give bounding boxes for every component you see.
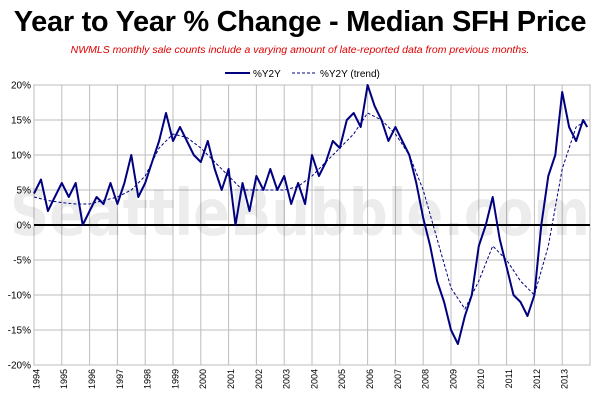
x-tick-label: 2008 [421,369,431,389]
x-tick-label: 1998 [143,369,153,389]
y-tick-label: 20% [11,81,31,92]
x-tick-label: 1994 [31,369,41,389]
x-tick-label: 1996 [87,369,97,389]
y-tick-label: 5% [17,186,32,197]
x-tick-label: 2000 [198,369,208,389]
x-tick-label: 2002 [254,369,264,389]
x-tick-label: 2004 [309,369,319,389]
x-tick-label: 2010 [476,369,486,389]
legend-label-series-1: %Y2Y [253,69,281,80]
series-line-2 [33,112,588,310]
chart-subtitle: NWMLS monthly sale counts include a vary… [70,44,530,56]
y-tick-label: -5% [13,256,31,267]
chart-title: Year to Year % Change - Median SFH Price [13,6,587,38]
y-tick-label: -10% [8,291,31,302]
legend-label-series-2: %Y2Y (trend) [320,69,380,80]
x-tick-label: 2009 [448,369,458,389]
x-tick-label: 2006 [365,369,375,389]
y-tick-label: -20% [8,361,31,372]
y-tick-label: 15% [11,116,31,127]
x-tick-label: 1999 [170,369,180,389]
series-group [33,84,589,345]
x-tick-label: 2001 [226,369,236,389]
y-tick-label: 0% [17,221,32,232]
x-tick-label: 2012 [532,369,542,389]
x-tick-label: 2011 [504,369,514,388]
x-tick-label: 1997 [115,369,125,389]
x-tick-label: 2005 [337,369,347,389]
x-tick-label: 2003 [282,369,292,389]
axes: 20% 15% 10% 5% 0% -5% -10% -15% -20%1994 1995 1996… [8,81,590,389]
y-tick-label: 10% [11,151,31,162]
y-tick-label: -15% [8,326,31,337]
series-line-1 [33,84,589,345]
x-tick-label: 2007 [393,369,403,389]
x-tick-label: 2013 [560,369,570,389]
legend: %Y2Y %Y2Y (trend) [225,69,380,80]
x-tick-label: 1995 [59,369,69,389]
